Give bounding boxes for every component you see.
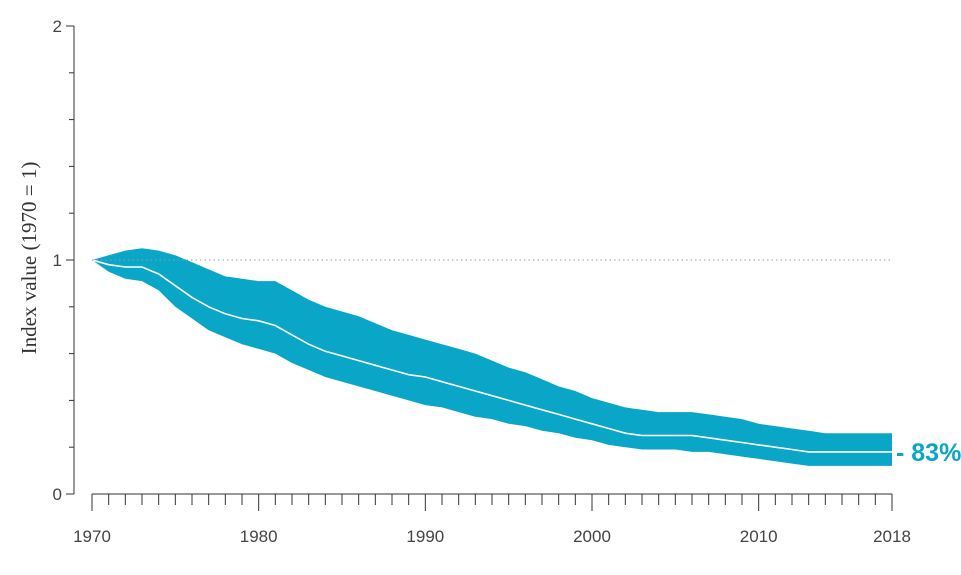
x-tick-label: 2010 xyxy=(740,527,778,546)
change-percent-label: - 83% xyxy=(896,439,961,467)
axes: 0 1 2 1970 1980 1990 2000 2010 2018 xyxy=(53,17,911,546)
y-tick-label: 1 xyxy=(53,251,62,270)
x-tick-label: 2000 xyxy=(573,527,611,546)
x-tick-label: 1990 xyxy=(406,527,444,546)
x-tick-label: 1970 xyxy=(73,527,111,546)
x-tick-label: 2018 xyxy=(873,527,911,546)
confidence-band-layer xyxy=(92,248,892,466)
x-tick-label: 1980 xyxy=(240,527,278,546)
index-line-layer xyxy=(91,259,892,453)
y-tick-label: 2 xyxy=(53,17,62,36)
y-axis-label: Index value (1970 = 1) xyxy=(17,162,41,355)
index-line xyxy=(91,259,892,453)
y-tick-label: 0 xyxy=(53,485,62,504)
confidence-band xyxy=(92,248,892,466)
